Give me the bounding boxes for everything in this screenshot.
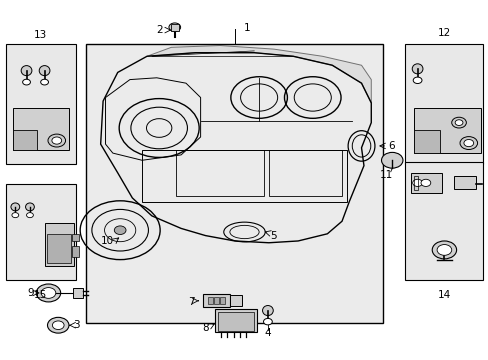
Bar [219,297,224,305]
Circle shape [41,79,48,85]
Circle shape [52,137,61,144]
Text: 15: 15 [34,290,47,300]
Ellipse shape [411,64,422,74]
Bar [229,296,242,306]
Bar [413,130,439,153]
Ellipse shape [21,66,32,76]
Bar [453,176,475,189]
Text: 6: 6 [387,141,394,151]
Circle shape [26,213,33,218]
Circle shape [451,117,466,128]
Bar [44,223,74,266]
Bar [170,24,178,31]
Circle shape [431,241,456,259]
Text: 4: 4 [264,328,271,338]
Circle shape [114,226,126,234]
Bar [215,309,256,332]
Circle shape [420,179,430,186]
Bar [413,108,480,153]
Bar [86,44,383,323]
Text: 5: 5 [270,231,277,240]
Circle shape [22,79,30,85]
Circle shape [459,136,477,149]
Bar [203,294,229,307]
Circle shape [36,284,61,302]
Circle shape [381,152,402,168]
Text: 1: 1 [243,23,250,33]
Circle shape [52,321,64,329]
Circle shape [263,319,272,325]
Text: 7: 7 [188,297,195,307]
Text: 14: 14 [437,290,450,300]
Bar [13,108,69,149]
Bar [405,44,483,164]
Bar [142,149,346,202]
Bar [72,246,79,257]
Bar [72,234,79,241]
Bar [176,149,264,196]
Circle shape [463,139,473,147]
Circle shape [454,120,462,126]
Bar [213,297,218,305]
Circle shape [412,179,422,186]
Text: 13: 13 [34,30,47,40]
Circle shape [48,134,65,147]
Bar [73,288,82,298]
Text: 8: 8 [202,323,208,333]
Text: 2: 2 [156,25,162,35]
Text: 3: 3 [73,320,80,330]
Bar [5,184,76,280]
Ellipse shape [39,66,50,76]
Circle shape [47,318,69,333]
Text: 12: 12 [437,28,450,38]
Bar [47,234,71,263]
Bar [13,130,37,149]
Text: 11: 11 [380,170,393,180]
Bar [405,162,483,280]
Ellipse shape [25,203,34,211]
Ellipse shape [11,203,20,211]
Bar [5,44,76,164]
Bar [268,149,341,196]
Circle shape [412,77,421,84]
Text: 9: 9 [27,288,34,298]
Circle shape [12,213,19,218]
Bar [207,297,212,305]
Bar [217,312,254,330]
Bar [413,176,417,190]
Circle shape [41,288,56,298]
Circle shape [168,23,180,32]
Ellipse shape [262,306,273,316]
Text: 10: 10 [100,236,113,246]
Circle shape [436,244,451,255]
PathPatch shape [147,45,370,103]
Bar [410,173,442,193]
